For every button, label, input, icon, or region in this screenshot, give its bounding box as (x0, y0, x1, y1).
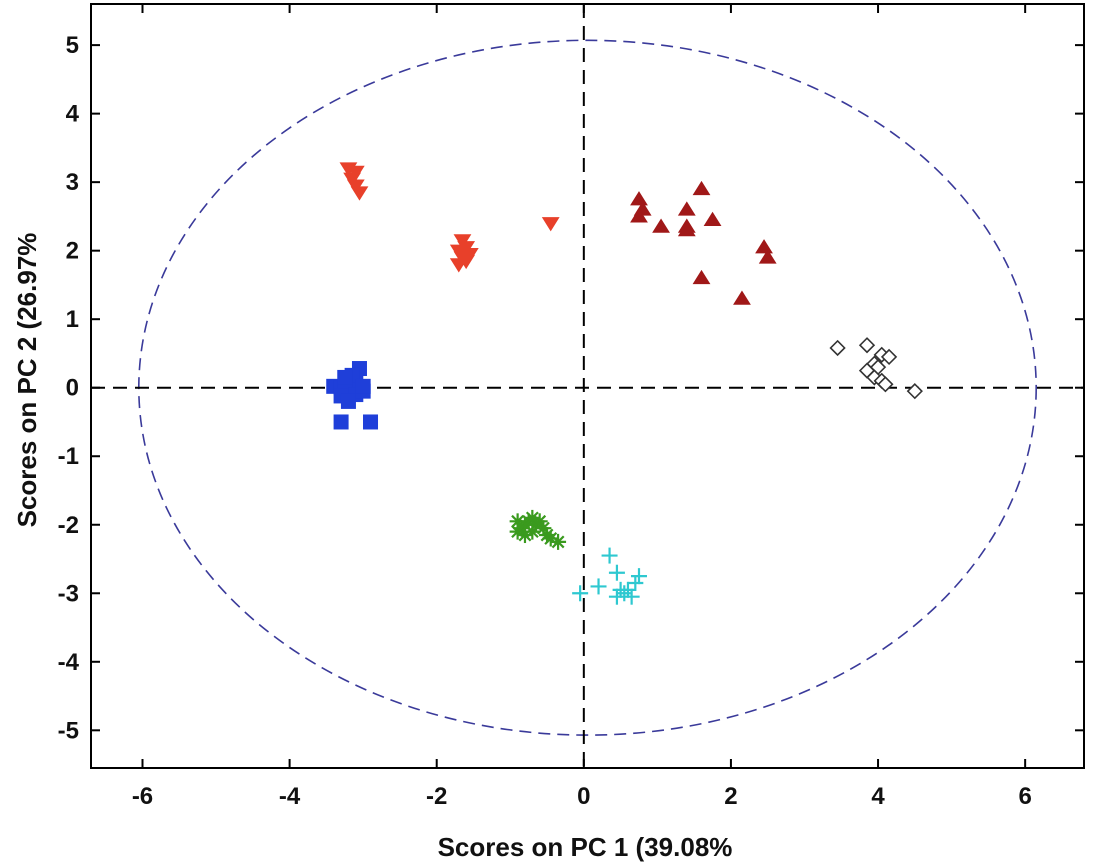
data-point-triangle-up (758, 249, 777, 264)
asterisk-stroke (511, 525, 525, 539)
data-point-triangle-up (677, 221, 696, 237)
data-point-square (337, 369, 353, 385)
x-tick-label: 4 (871, 783, 885, 810)
data-point-asterisk (509, 523, 526, 540)
y-axis-label: Scores on PC 2 (26.97% (12, 233, 42, 528)
x-tick-label: 6 (1018, 783, 1031, 810)
data-point-triangle-down (350, 186, 369, 201)
x-tick-label: -4 (279, 783, 301, 810)
data-point-plus (627, 574, 644, 591)
data-point-plus (590, 578, 607, 595)
data-point-asterisk (524, 509, 541, 526)
y-tick-label: -3 (58, 580, 79, 607)
data-point-triangle-up (677, 201, 696, 216)
plot-frame (90, 3, 1085, 769)
y-tick-label: 0 (66, 375, 79, 402)
y-tick-label: 3 (66, 169, 79, 196)
data-point-plus (630, 568, 647, 585)
y-tick-label: 4 (66, 101, 80, 128)
asterisk-stroke (551, 535, 565, 549)
data-point-diamond (906, 383, 923, 400)
x-tick-label: -6 (132, 783, 153, 810)
data-point-triangle-up (692, 269, 711, 285)
data-point-square (355, 378, 371, 394)
x-axis-label: Scores on PC 1 (39.08% (438, 832, 733, 862)
axis-ticks: -6 -4 -2 0 2 4 6 5 4 3 2 1 0 -1 -2 -3 -4 -5 (58, 4, 1084, 810)
data-point-triangle-down (457, 254, 476, 270)
data-point-diamond (880, 348, 898, 366)
x-tick-label: -2 (426, 783, 447, 810)
x-tick-label: 0 (577, 783, 590, 810)
data-point-triangle-up (652, 218, 670, 233)
data-point-asterisk (542, 530, 559, 547)
data-point-plus (608, 588, 625, 605)
data-point-plus (616, 585, 633, 602)
asterisk-stroke (536, 521, 550, 535)
plot-area (90, 3, 1085, 769)
asterisk-stroke (525, 511, 539, 525)
data-point-triangle-up (630, 191, 648, 206)
y-tick-label: -2 (58, 512, 79, 539)
y-tick-label: 1 (66, 306, 79, 333)
asterisk-stroke (533, 514, 547, 528)
asterisk-stroke (544, 532, 558, 545)
data-points (326, 162, 923, 605)
data-point-diamond (829, 339, 846, 357)
data-point-triangle-up (630, 208, 648, 223)
asterisk-stroke (518, 528, 532, 542)
data-point-diamond (877, 376, 894, 393)
data-point-triangle-up (692, 180, 711, 196)
data-point-plus (601, 547, 618, 564)
y-tick-label: -4 (58, 649, 80, 676)
data-point-triangle-up (755, 239, 773, 254)
data-point-triangle-up (703, 211, 722, 226)
y-tick-label: 5 (66, 32, 79, 59)
data-point-diamond (858, 337, 876, 354)
y-tick-label: -5 (58, 717, 79, 744)
x-tick-label: 2 (724, 783, 737, 810)
data-point-plus (619, 581, 636, 598)
data-point-asterisk (550, 533, 567, 550)
data-point-plus (572, 585, 589, 602)
data-point-plus (608, 564, 625, 581)
y-tick-label: 2 (66, 238, 79, 265)
data-point-square (340, 393, 356, 409)
data-point-plus (623, 588, 640, 605)
data-point-triangle-down (541, 217, 560, 232)
data-point-square (363, 414, 379, 430)
data-point-triangle-up (733, 290, 751, 305)
asterisk-stroke (511, 514, 525, 528)
y-tick-label: -1 (58, 443, 79, 470)
data-point-square (333, 414, 349, 430)
